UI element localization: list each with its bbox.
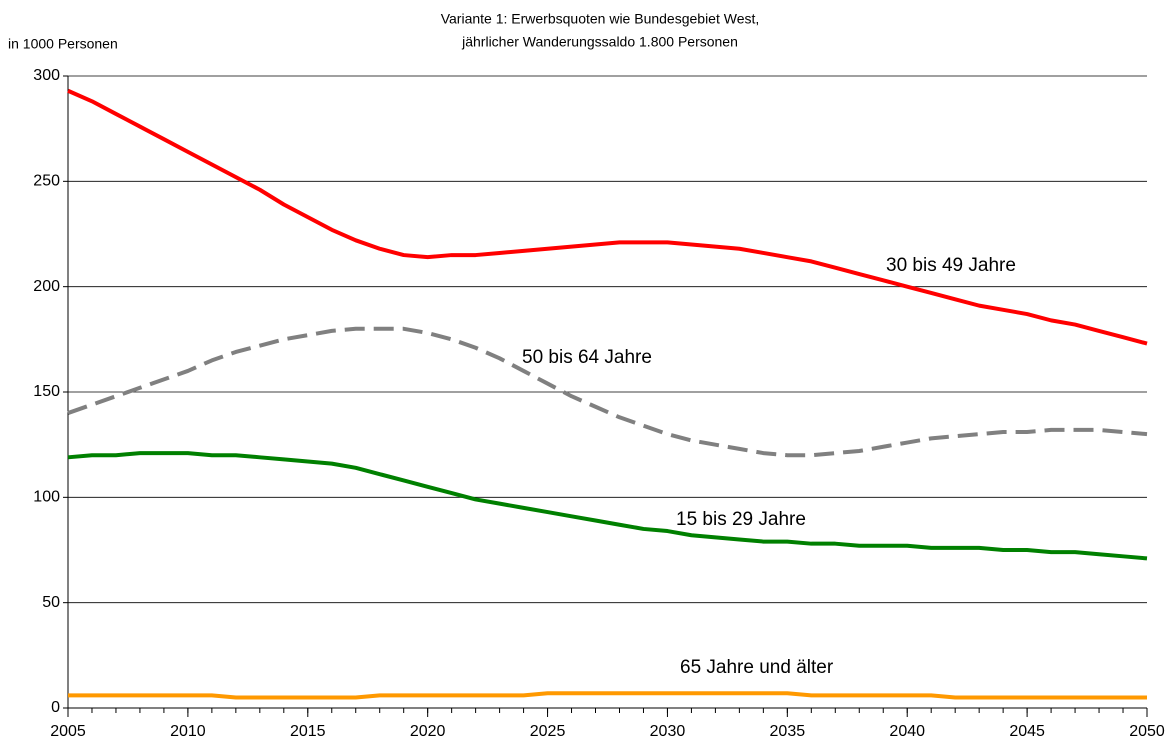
series-label: 15 bis 29 Jahre <box>676 509 806 530</box>
x-tick-label: 2020 <box>410 723 446 740</box>
x-tick-label: 2030 <box>650 723 686 740</box>
x-tick-label: 2005 <box>50 723 86 740</box>
y-tick-label: 100 <box>33 489 60 506</box>
x-tick-label: 2015 <box>290 723 326 740</box>
series-line <box>67 326 1148 458</box>
x-tick-label: 2050 <box>1129 723 1165 740</box>
y-tick-label: 0 <box>51 699 60 716</box>
x-tick-label: 2045 <box>1009 723 1045 740</box>
x-tick-label: 2010 <box>170 723 206 740</box>
y-tick-label: 50 <box>42 594 60 611</box>
y-tick-label: 150 <box>33 383 60 400</box>
y-tick-label: 250 <box>33 173 60 190</box>
series-label: 65 Jahre und älter <box>680 657 834 678</box>
x-tick-label: 2025 <box>530 723 566 740</box>
x-tick-label: 2040 <box>889 723 925 740</box>
y-tick-label: 200 <box>33 278 60 295</box>
series-line <box>67 451 1148 561</box>
chart-title: Variante 1: Erwerbsquoten wie Bundesgebi… <box>441 11 760 27</box>
chart-title: jährlicher Wanderungssaldo 1.800 Persone… <box>461 34 738 50</box>
series-line <box>67 88 1148 346</box>
x-tick-label: 2035 <box>770 723 806 740</box>
series-line <box>68 691 1147 700</box>
y-tick-label: 300 <box>33 67 60 84</box>
series-label: 30 bis 49 Jahre <box>886 255 1016 276</box>
series-label: 50 bis 64 Jahre <box>522 347 652 368</box>
y-axis-label: in 1000 Personen <box>8 36 118 52</box>
